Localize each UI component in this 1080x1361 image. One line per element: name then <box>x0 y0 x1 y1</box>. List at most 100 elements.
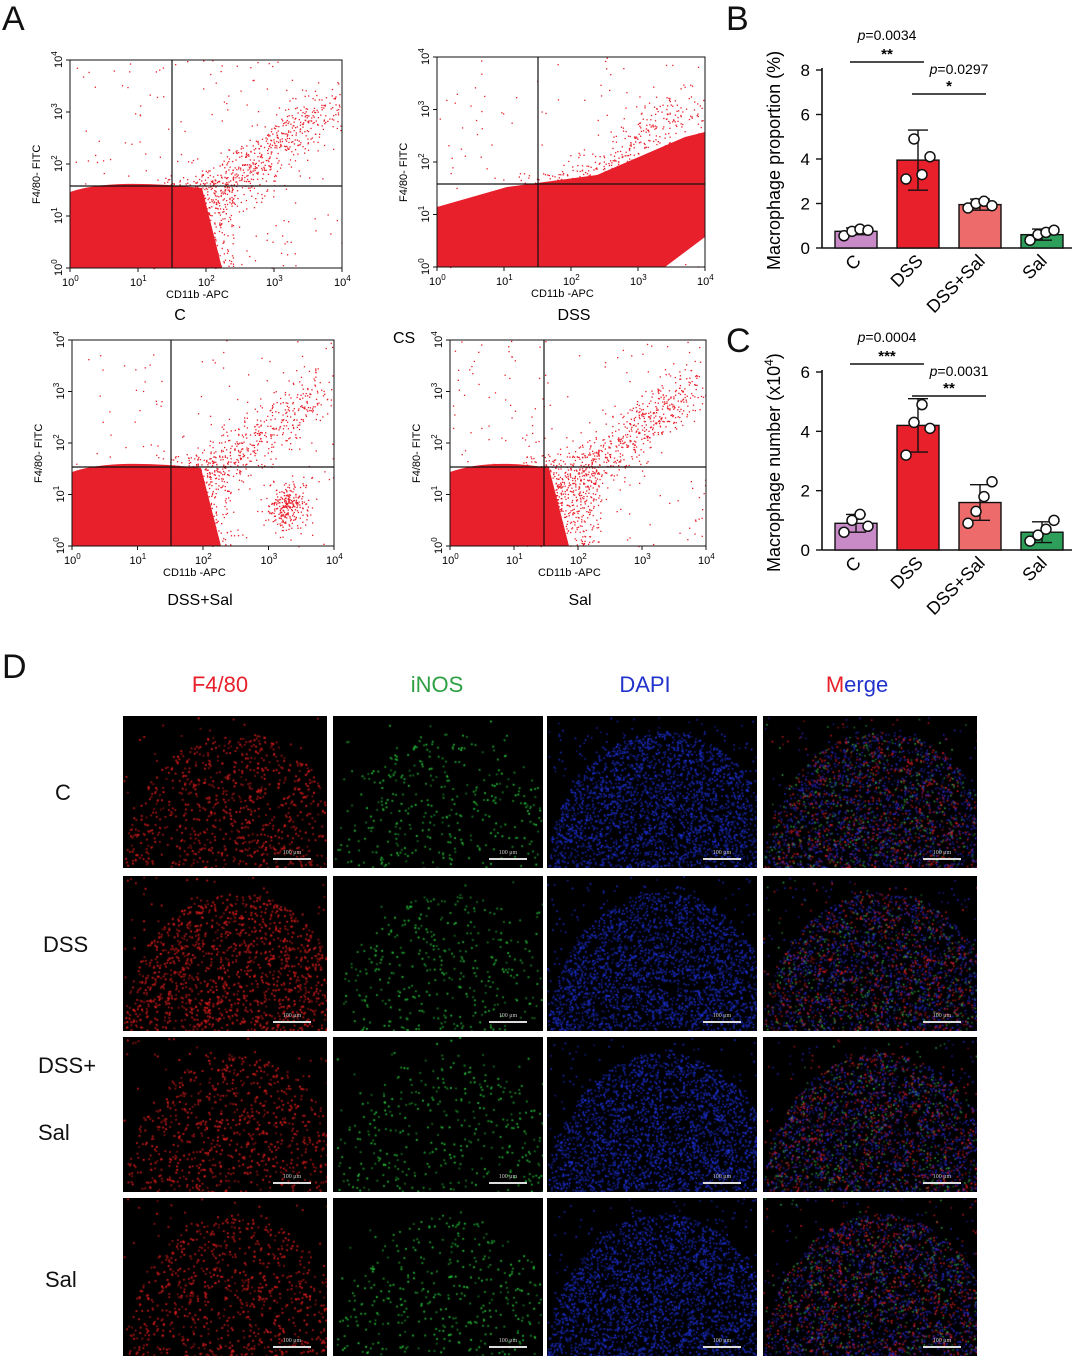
y-tick-label: 8 <box>801 61 810 80</box>
y-tick-label: 2 <box>801 482 810 501</box>
data-point <box>900 449 912 461</box>
scale-bar-label: 100 μm <box>932 1338 952 1344</box>
flow-cytometry-panel: 100 100 101 101 102 102 103 103 104 104 CD11b -APC… <box>31 48 715 609</box>
x-tick-label: 103 <box>634 552 651 567</box>
data-point <box>1024 535 1036 547</box>
data-point <box>1024 234 1036 246</box>
column-header-merge: Merge <box>757 672 957 698</box>
y-axis-label: Macrophage proportion (%) <box>764 51 784 270</box>
merge-rest: erge <box>844 672 889 697</box>
micrograph-inos-row-3: 100 μm <box>333 1037 543 1192</box>
plot-name-label: C <box>174 307 186 324</box>
data-point <box>846 514 858 527</box>
panel-letter-b: B <box>726 0 749 38</box>
x-tick-label: 103 <box>266 274 283 289</box>
y-tick-label: 101 <box>430 485 445 502</box>
data-point <box>862 224 874 236</box>
data-point <box>854 508 866 521</box>
x-tick-label: 102 <box>563 273 580 288</box>
scale-bar-label: 100 μm <box>932 1013 952 1019</box>
column-header-inos: iNOS <box>410 672 464 697</box>
data-point <box>962 517 974 530</box>
data-point <box>1040 523 1052 535</box>
category-label: Sal <box>1018 251 1051 284</box>
x-tick-label: 101 <box>130 274 147 289</box>
scale-bar-label: 100 μm <box>712 1174 732 1180</box>
y-tick-label: 101 <box>417 205 432 222</box>
y-tick-label: 103 <box>52 382 67 399</box>
stray-label: CS <box>393 330 415 347</box>
dense-population <box>450 463 569 546</box>
y-tick-label: 0 <box>801 239 810 258</box>
panel-letter-a: A <box>2 0 25 38</box>
data-point <box>924 151 936 163</box>
y-tick-label: 104 <box>417 48 432 65</box>
micrograph-inos-row-1: 100 μm <box>333 716 543 868</box>
data-point <box>916 398 928 411</box>
scale-bar-label: 100 μm <box>712 1338 732 1344</box>
micrograph-inos-row-4: 100 μm <box>333 1198 543 1356</box>
column-header-dapi: DAPI <box>619 672 671 697</box>
significance-stars: * <box>946 78 952 95</box>
p-value: p=0.0297 <box>929 61 989 77</box>
data-point <box>900 173 912 185</box>
scale-bar <box>923 1346 961 1348</box>
scale-bar <box>923 1182 961 1184</box>
data-point <box>970 505 982 518</box>
category-label: DSS+Sal <box>923 251 989 317</box>
y-axis-label: F4/80- FITC <box>411 424 423 483</box>
category-label: DSS <box>887 553 927 593</box>
x-tick-label: 101 <box>506 552 523 567</box>
x-tick-label: 102 <box>570 552 587 567</box>
x-tick-label: 102 <box>198 274 215 289</box>
scale-bar-label: 100 μm <box>498 1174 518 1180</box>
data-point <box>916 168 928 181</box>
y-tick-label: 103 <box>417 100 432 117</box>
x-axis-label: CD11b -APC <box>163 567 226 579</box>
y-tick-label: 100 <box>52 537 67 554</box>
micrograph-f480-row-3: 100 μm <box>123 1037 327 1192</box>
scale-bar <box>923 858 961 860</box>
scale-bar <box>923 1021 961 1023</box>
row-label-c: C <box>55 780 71 805</box>
micrograph-inos-row-2: 100 μm <box>333 876 543 1031</box>
y-tick-label: 0 <box>801 541 810 560</box>
plot-name-label: Sal <box>568 592 591 609</box>
x-tick-label: 103 <box>630 273 647 288</box>
plot-name-label: DSS+Sal <box>167 592 232 609</box>
x-tick-label: 104 <box>697 273 714 288</box>
micrograph-dapi-row-3: 100 μm <box>547 1037 757 1192</box>
y-tick-label: 103 <box>50 103 65 120</box>
p-value: p=0.0031 <box>929 363 989 379</box>
x-tick-label: 104 <box>698 552 715 567</box>
dense-population <box>437 132 705 267</box>
data-point <box>862 520 874 533</box>
p-value: p=0.0034 <box>857 28 917 43</box>
panel-letter-d: D <box>2 648 27 686</box>
scale-bar-label: 100 μm <box>932 850 952 856</box>
scale-bar <box>703 1346 741 1348</box>
scale-bar-label: 100 μm <box>932 1174 952 1180</box>
y-tick-label: 100 <box>430 537 445 554</box>
merge-m: M <box>825 672 845 697</box>
panel-letter-c: C <box>726 322 751 360</box>
micrograph-f480-row-1: 100 μm <box>123 716 327 868</box>
scale-bar-label: 100 μm <box>282 850 302 856</box>
category-label: Sal <box>1018 553 1051 586</box>
x-tick-label: 104 <box>326 552 343 567</box>
data-point <box>1032 529 1044 541</box>
significance-stars: ** <box>943 380 955 397</box>
y-axis-label: F4/80- FITC <box>31 145 43 204</box>
data-point <box>986 476 998 488</box>
scale-bar <box>273 1346 311 1348</box>
micrograph-merge-row-3: 100 μm <box>763 1037 977 1192</box>
micrograph-dapi-row-4: 100 μm <box>547 1198 757 1356</box>
scale-bar-label: 100 μm <box>498 1013 518 1019</box>
x-tick-label: 101 <box>496 273 513 288</box>
x-tick-label: 102 <box>195 552 212 567</box>
scale-bar-label: 100 μm <box>712 850 732 856</box>
category-label: C <box>841 251 864 274</box>
y-axis-label: Macrophage number (x104) <box>762 353 784 572</box>
